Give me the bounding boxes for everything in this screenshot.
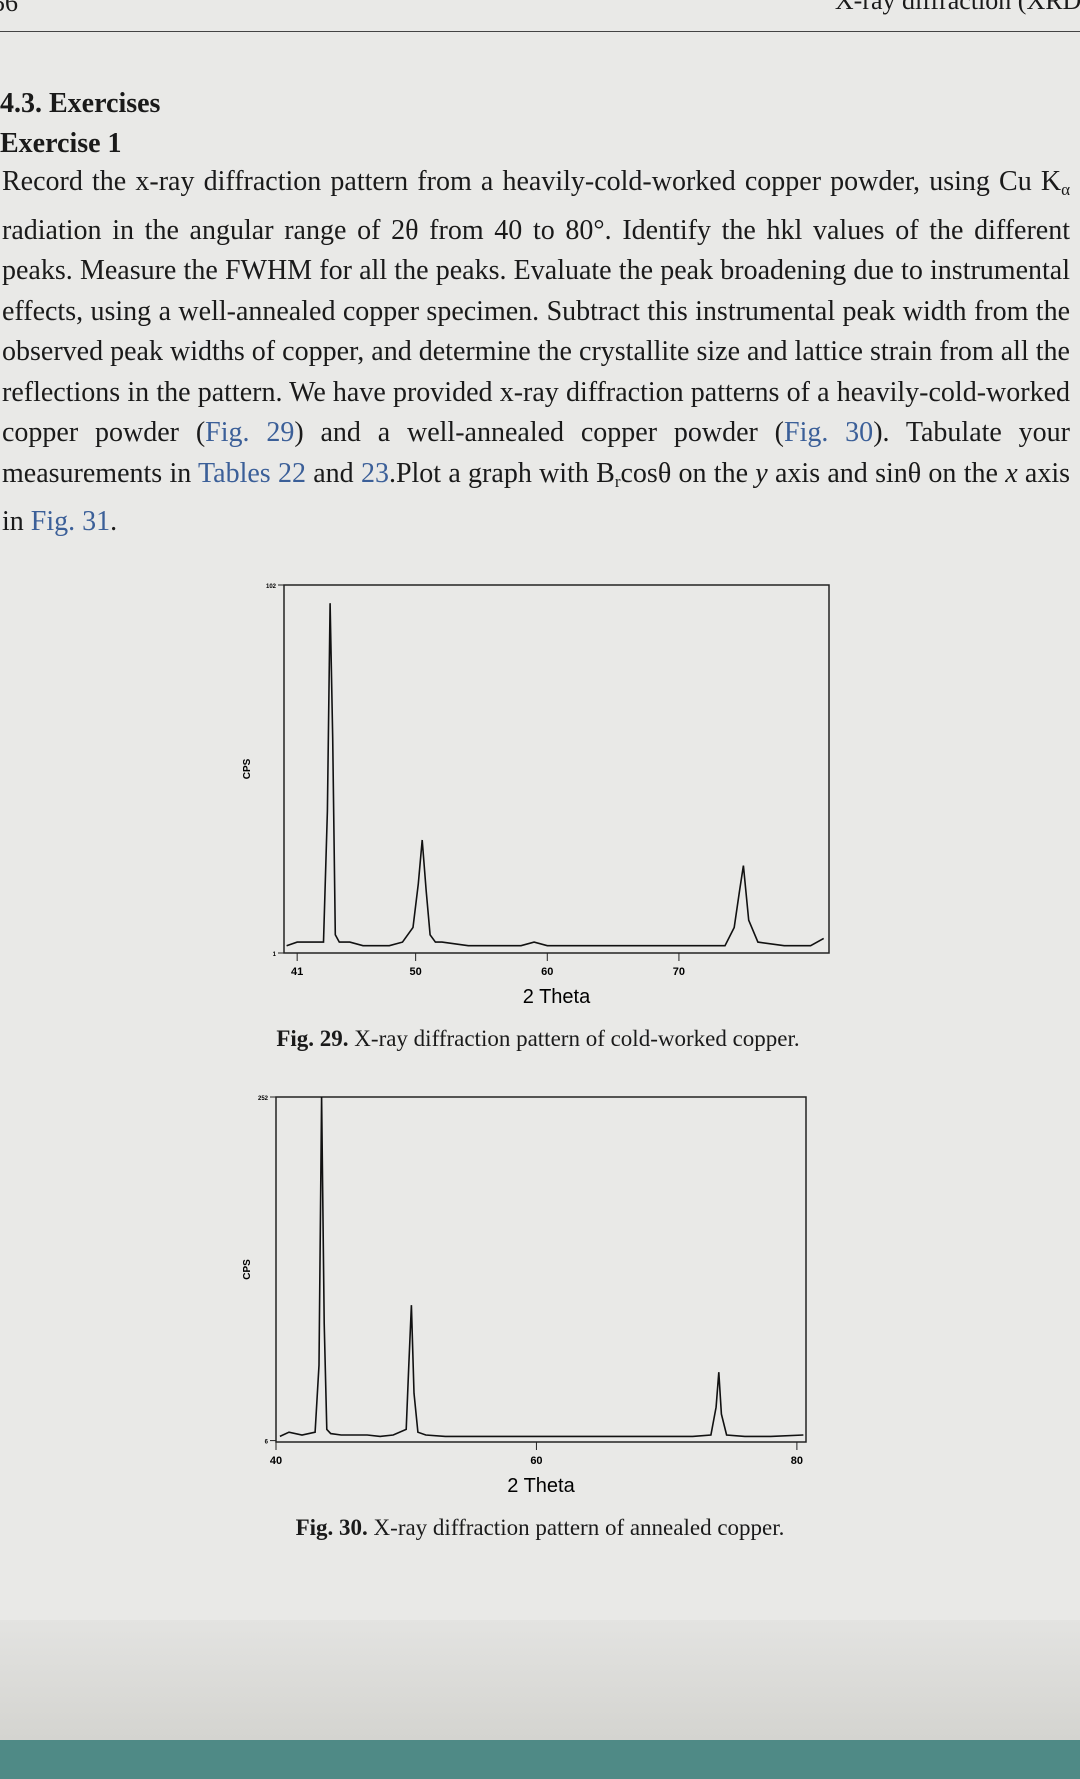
y-tick-label: 252 bbox=[258, 1096, 269, 1102]
y-tick-label: 102 bbox=[266, 584, 277, 590]
text-run: and bbox=[305, 457, 361, 489]
text-run: . bbox=[110, 506, 118, 537]
text-run: axis in bbox=[2, 457, 1071, 538]
y-tick-label: 6 bbox=[265, 1440, 269, 1446]
text-run: α bbox=[1061, 180, 1070, 199]
text-run[interactable]: Fig. 30 bbox=[784, 417, 874, 448]
pattern-line bbox=[279, 1096, 804, 1438]
caption-label: Fig. 30. bbox=[295, 1515, 368, 1540]
text-run: r bbox=[614, 471, 621, 491]
y-axis-label: CPS bbox=[242, 1259, 253, 1280]
x-tick-label: 60 bbox=[541, 966, 553, 978]
exercise-heading: Exercise 1 bbox=[0, 128, 122, 159]
x-tick-label: 60 bbox=[530, 1455, 542, 1467]
y-tick-label: 1 bbox=[273, 952, 277, 958]
x-tick-label: 50 bbox=[410, 966, 422, 978]
text-run: axis and sinθ on the bbox=[767, 457, 1006, 489]
text-run: ). Tabulate your measurements in bbox=[2, 417, 1070, 489]
text-run[interactable]: Fig. 29 bbox=[205, 417, 295, 448]
text-run[interactable]: Fig. 31 bbox=[30, 506, 111, 537]
figure-caption: Fig. 30. X-ray diffraction pattern of an… bbox=[190, 1515, 890, 1541]
text-run: .Plot a graph with B bbox=[388, 457, 615, 489]
text-run: Record the x-ray diffraction pattern fro… bbox=[2, 166, 1062, 197]
x-tick-label: 70 bbox=[673, 966, 685, 978]
paragraph: Record the x-ray diffraction pattern fro… bbox=[2, 162, 1070, 543]
x-tick-label: 40 bbox=[270, 1455, 282, 1467]
text-run[interactable]: Tables 22 bbox=[198, 457, 306, 489]
text-run: ) and a well-annealed copper powder ( bbox=[294, 417, 784, 448]
x-tick-label: 41 bbox=[291, 966, 303, 978]
text-run: radiation in the angular range of 2θ fro… bbox=[2, 214, 1070, 449]
caption-text: X-ray diffraction pattern of cold-worked… bbox=[348, 1026, 800, 1051]
text-run: cosθ on the bbox=[620, 457, 756, 489]
running-title: X-ray diffraction (XRD) bbox=[834, 0, 1080, 15]
caption-label: Fig. 29. bbox=[276, 1026, 349, 1051]
x-tick-label: 80 bbox=[791, 1455, 803, 1467]
text-run: x bbox=[1005, 457, 1018, 489]
pattern-line bbox=[286, 603, 825, 947]
plot-frame bbox=[283, 584, 830, 954]
text-run[interactable]: 23 bbox=[360, 457, 389, 489]
plot-frame bbox=[275, 1096, 807, 1443]
text-run: y bbox=[755, 457, 768, 489]
figure-caption: Fig. 29. X-ray diffraction pattern of co… bbox=[188, 1026, 888, 1052]
header-rule bbox=[0, 31, 1080, 32]
x-axis-label: 2 Theta bbox=[507, 1475, 575, 1497]
page-shadow bbox=[0, 1620, 1080, 1740]
background-carpet bbox=[0, 1740, 1080, 1779]
chart: 40 60 80 6 252 2 Theta CPS bbox=[242, 1096, 807, 1497]
caption-text: X-ray diffraction pattern of annealed co… bbox=[367, 1515, 785, 1540]
x-axis-label: 2 Theta bbox=[523, 986, 591, 1008]
y-axis-label: CPS bbox=[242, 758, 253, 779]
page-number: 56 bbox=[0, 0, 18, 17]
section-heading: 4.3. Exercises bbox=[0, 88, 161, 119]
chart: 41 50 60 70 1 102 2 Theta CPS bbox=[242, 584, 830, 1008]
